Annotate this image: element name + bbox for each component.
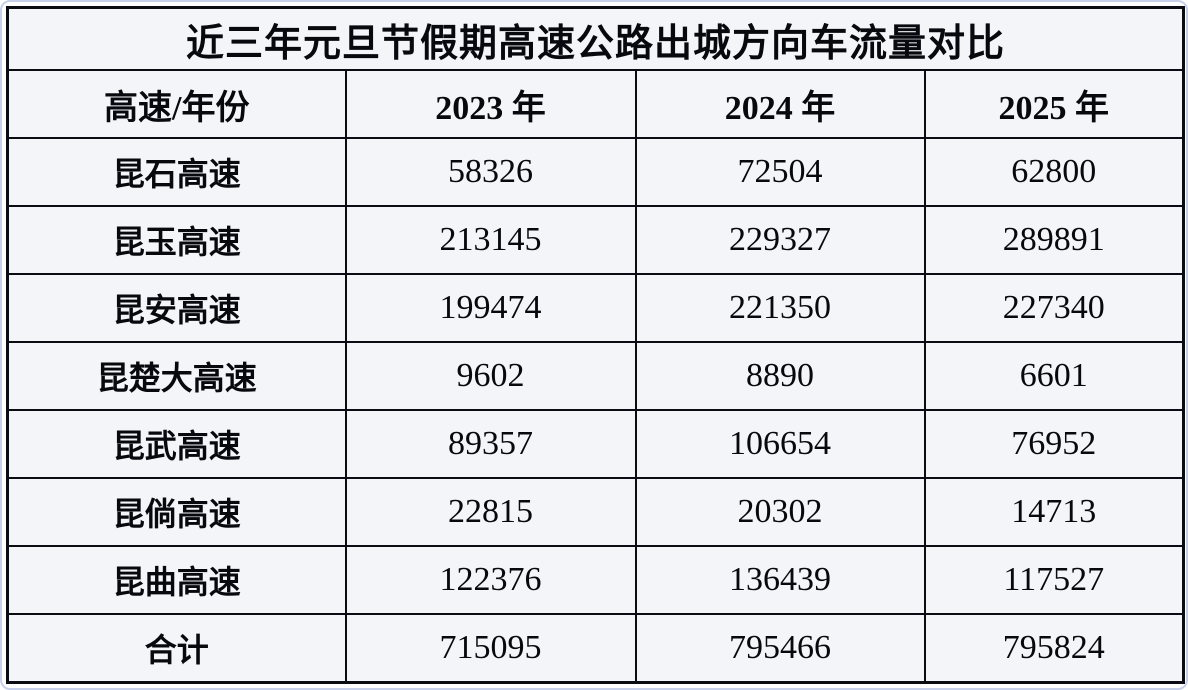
cell-value-2025: 76952 — [923, 409, 1185, 480]
row-label: 昆玉高速 — [6, 205, 347, 276]
row-label: 昆曲高速 — [6, 545, 347, 616]
table-row: 昆安高速 199474 221350 227340 — [6, 273, 1185, 344]
cell-value-2023: 89357 — [344, 409, 637, 480]
table-row: 昆倘高速 22815 20302 14713 — [6, 477, 1185, 548]
year-header-2025: 2025 年 — [923, 69, 1185, 139]
cell-value-2024: 8890 — [634, 341, 926, 412]
cell-value-2025: 795824 — [923, 613, 1185, 684]
table-row-total: 合计 715095 795466 795824 — [6, 613, 1185, 684]
cell-value-2023: 715095 — [344, 613, 637, 684]
header-row: 高速/年份 2023 年 2024 年 2025 年 — [6, 69, 1185, 139]
cell-value-2023: 58326 — [344, 136, 637, 208]
cell-value-2024: 136439 — [634, 545, 926, 616]
table-title: 近三年元旦节假期高速公路出城方向车流量对比 — [6, 6, 1185, 71]
cell-value-2023: 9602 — [344, 341, 637, 412]
cell-value-2025: 289891 — [923, 205, 1185, 276]
row-label: 昆楚大高速 — [6, 341, 347, 412]
table-row: 昆武高速 89357 106654 76952 — [6, 409, 1185, 480]
cell-value-2025: 6601 — [923, 341, 1185, 412]
cell-value-2025: 62800 — [923, 136, 1185, 208]
cell-value-2025: 227340 — [923, 273, 1185, 344]
row-label: 昆倘高速 — [6, 477, 347, 548]
row-label: 昆石高速 — [6, 136, 347, 208]
table-row: 昆楚大高速 9602 8890 6601 — [6, 341, 1185, 412]
cell-value-2024: 106654 — [634, 409, 926, 480]
traffic-table: 近三年元旦节假期高速公路出城方向车流量对比 高速/年份 2023 年 2024 … — [6, 6, 1186, 684]
cell-value-2024: 20302 — [634, 477, 926, 548]
table-row: 昆石高速 58326 72504 62800 — [6, 136, 1185, 208]
year-header-2023: 2023 年 — [344, 69, 637, 139]
year-header-2024: 2024 年 — [634, 69, 926, 139]
row-label: 昆安高速 — [6, 273, 347, 344]
row-label: 合计 — [6, 613, 347, 684]
cell-value-2023: 122376 — [344, 545, 637, 616]
cell-value-2023: 213145 — [344, 205, 637, 276]
table-row: 昆玉高速 213145 229327 289891 — [6, 205, 1185, 276]
corner-header-cell: 高速/年份 — [6, 69, 347, 139]
row-label: 昆武高速 — [6, 409, 347, 480]
cell-value-2024: 72504 — [634, 136, 926, 208]
cell-value-2024: 221350 — [634, 273, 926, 344]
table-row: 昆曲高速 122376 136439 117527 — [6, 545, 1185, 616]
cell-value-2025: 117527 — [923, 545, 1185, 616]
title-row: 近三年元旦节假期高速公路出城方向车流量对比 — [6, 6, 1185, 71]
cell-value-2023: 22815 — [344, 477, 637, 548]
table-body: 昆石高速 58326 72504 62800 昆玉高速 213145 22932… — [6, 136, 1185, 684]
cell-value-2023: 199474 — [344, 273, 637, 344]
cell-value-2024: 795466 — [634, 613, 926, 684]
cell-value-2025: 14713 — [923, 477, 1185, 548]
cell-value-2024: 229327 — [634, 205, 926, 276]
